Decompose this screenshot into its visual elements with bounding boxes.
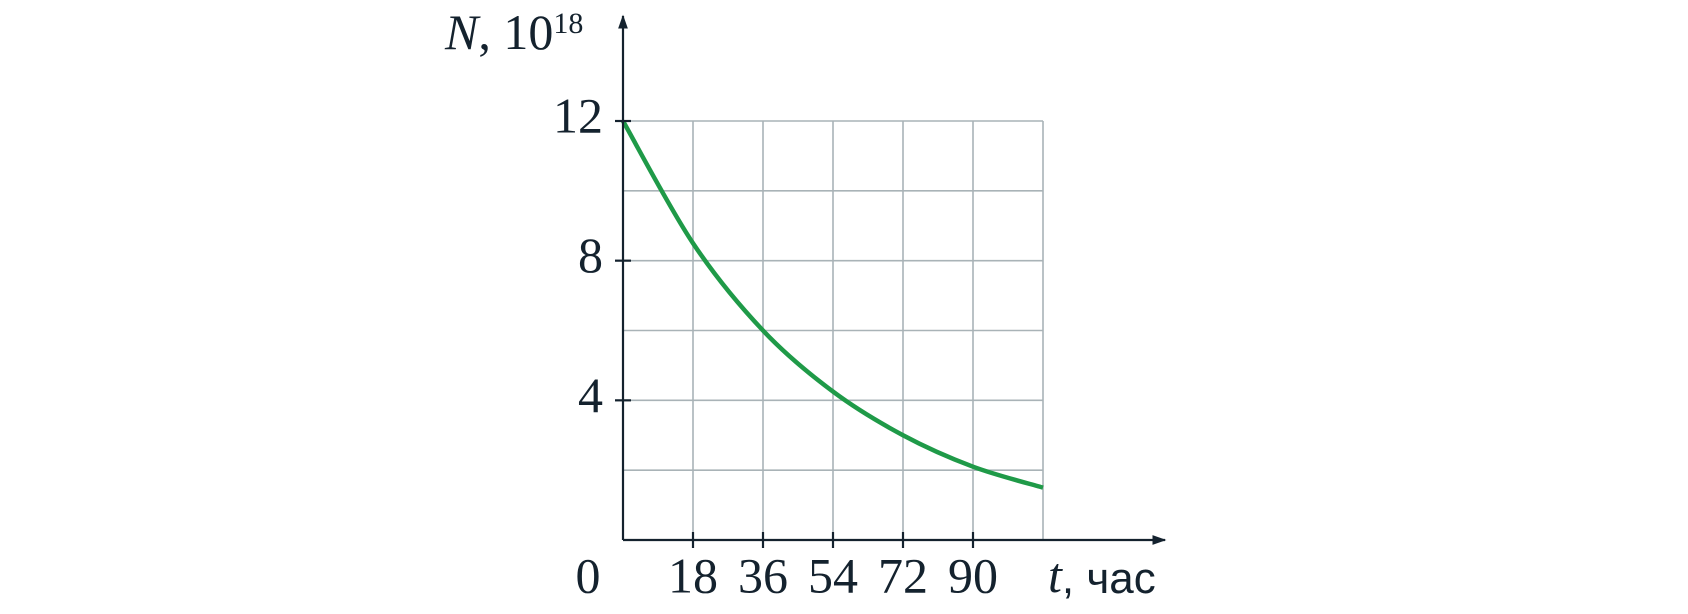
x-tick-label: 18 bbox=[668, 547, 718, 603]
y-tick-label: 4 bbox=[578, 367, 603, 423]
y-label-text: , 10 bbox=[478, 4, 553, 60]
y-label-exp: 18 bbox=[553, 7, 583, 40]
x-tick-label: 72 bbox=[878, 547, 928, 603]
grid bbox=[623, 120, 1044, 540]
x-axis-label: t, час bbox=[1048, 547, 1156, 603]
x-tick-label: 0 bbox=[576, 547, 601, 603]
x-tick-label: 36 bbox=[738, 547, 788, 603]
y-tick-label: 8 bbox=[578, 227, 603, 283]
plot bbox=[621, 119, 1044, 490]
data-line bbox=[621, 119, 1044, 490]
y-label-var: N bbox=[444, 4, 481, 60]
x-label-var: t bbox=[1048, 547, 1063, 603]
x-label-text: , час bbox=[1062, 554, 1156, 603]
y-tick-label: 12 bbox=[553, 87, 603, 143]
y-axis-label: N, 1018 bbox=[444, 4, 583, 60]
x-tick-label: 54 bbox=[808, 547, 858, 603]
x-tick-label: 90 bbox=[948, 547, 998, 603]
